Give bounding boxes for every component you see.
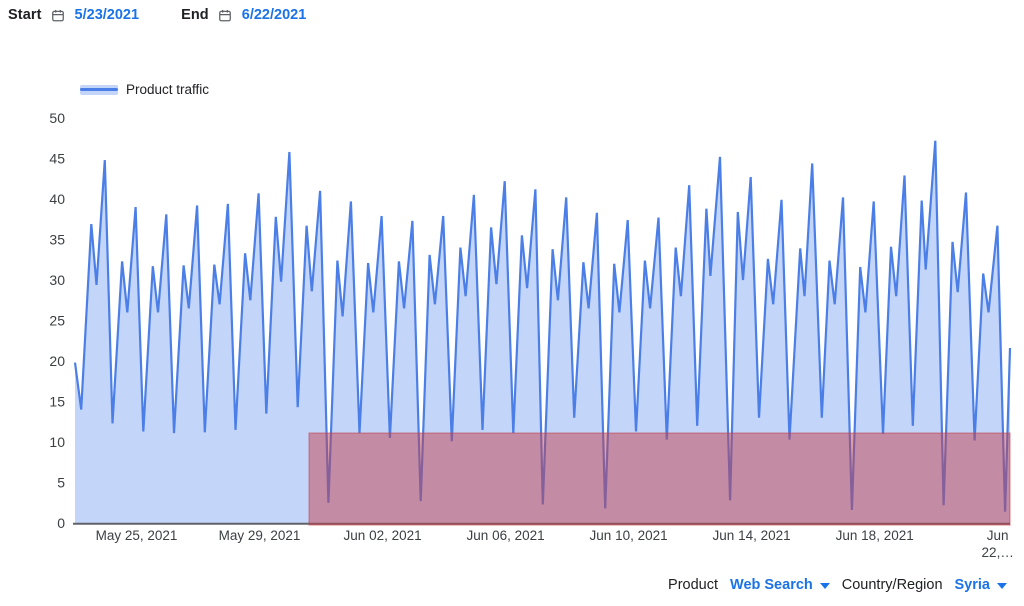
- y-axis-tick-label: 10: [49, 434, 65, 450]
- y-axis-tick-label: 40: [49, 191, 65, 207]
- start-label: Start: [8, 7, 42, 23]
- x-axis-tick-label: Jun 18, 2021: [836, 528, 914, 543]
- date-range-bar: Start 5/23/2021 End: [8, 7, 306, 23]
- x-axis-tick-label: Jun 14, 2021: [713, 528, 791, 543]
- product-select[interactable]: Web Search: [730, 577, 830, 593]
- y-axis-tick-label: 35: [49, 232, 65, 248]
- x-axis-tick-label: Jun 06, 2021: [467, 528, 545, 543]
- end-label: End: [181, 7, 209, 23]
- traffic-area-fill[interactable]: [75, 140, 1010, 524]
- calendar-icon[interactable]: [51, 8, 65, 23]
- start-date-field: Start 5/23/2021: [8, 7, 139, 23]
- end-date-link[interactable]: 6/22/2021: [241, 7, 307, 23]
- country-select[interactable]: Syria: [955, 577, 1007, 593]
- anomaly-region[interactable]: [308, 432, 1011, 526]
- product-label: Product: [668, 577, 719, 593]
- legend-label: Product traffic: [126, 82, 210, 97]
- calendar-icon[interactable]: [218, 8, 232, 23]
- y-axis-tick-label: 25: [49, 313, 65, 329]
- x-axis-tick-label: May 29, 2021: [219, 528, 301, 543]
- x-axis-tick-label: Jun: [987, 528, 1009, 543]
- chart-legend: Product traffic: [80, 82, 209, 97]
- filter-bar: Product Web Search Country/Region Syria: [668, 577, 1007, 593]
- y-axis-tick-label: 45: [49, 151, 65, 167]
- x-axis-tick-label: 22,…: [982, 545, 1014, 560]
- x-axis-tick-label: Jun 10, 2021: [590, 528, 668, 543]
- start-date-link[interactable]: 5/23/2021: [74, 7, 140, 23]
- y-axis-tick-label: 5: [57, 475, 65, 491]
- y-axis-tick-label: 0: [57, 515, 65, 531]
- y-axis-tick-label: 20: [49, 353, 65, 369]
- x-axis-tick-label: Jun 02, 2021: [344, 528, 422, 543]
- chevron-down-icon: [819, 581, 830, 589]
- legend-swatch-icon: [80, 84, 118, 95]
- y-axis-tick-label: 15: [49, 394, 65, 410]
- country-label: Country/Region: [841, 577, 943, 593]
- end-date-field: End 6/22/2021: [181, 7, 306, 23]
- y-axis-tick-label: 30: [49, 272, 65, 288]
- x-axis-tick-label: May 25, 2021: [96, 528, 178, 543]
- country-select-value: Syria: [954, 577, 990, 593]
- chevron-down-icon: [997, 581, 1007, 589]
- y-axis-tick-label: 50: [49, 110, 65, 126]
- product-select-value: Web Search: [730, 577, 813, 593]
